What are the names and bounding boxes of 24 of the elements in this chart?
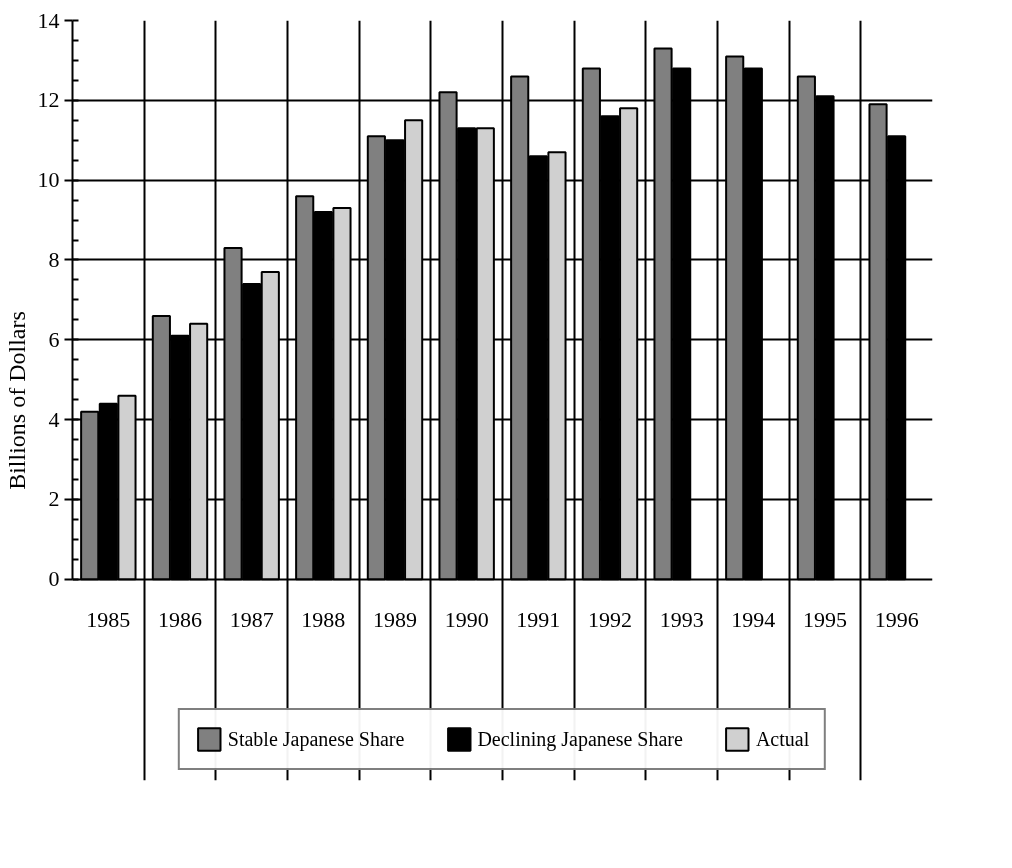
legend-label: Actual: [755, 727, 810, 751]
x-tick-label: 1992: [588, 607, 632, 633]
x-tick-label: 1988: [301, 607, 346, 633]
x-tick-label: 1995: [803, 607, 847, 633]
x-tick-label: 1990: [444, 607, 489, 633]
y-tick-label: 0: [48, 566, 60, 592]
legend-label: Stable Japanese Share: [227, 727, 405, 751]
x-tick-label: 1991: [516, 607, 561, 633]
x-tick-label: 1987: [229, 607, 274, 633]
y-axis-title: Billions of Dollars: [3, 311, 30, 490]
y-tick-label: 12: [37, 87, 60, 113]
y-tick-label: 14: [37, 7, 60, 33]
x-tick-label: 1985: [86, 607, 131, 633]
x-tick-label: 1989: [373, 607, 417, 633]
y-tick-label: 8: [48, 247, 60, 272]
y-tick-label: 2: [48, 486, 60, 512]
y-tick-label: 10: [37, 167, 60, 193]
x-tick-label: 1986: [158, 607, 202, 633]
y-tick-label: 4: [48, 406, 60, 432]
y-tick-label: 6: [48, 326, 60, 352]
x-tick-label: 1996: [874, 607, 919, 633]
x-tick-label: 1994: [731, 607, 776, 633]
legend-label: Declining Japanese Share: [477, 727, 683, 751]
x-tick-label: 1993: [659, 607, 704, 633]
